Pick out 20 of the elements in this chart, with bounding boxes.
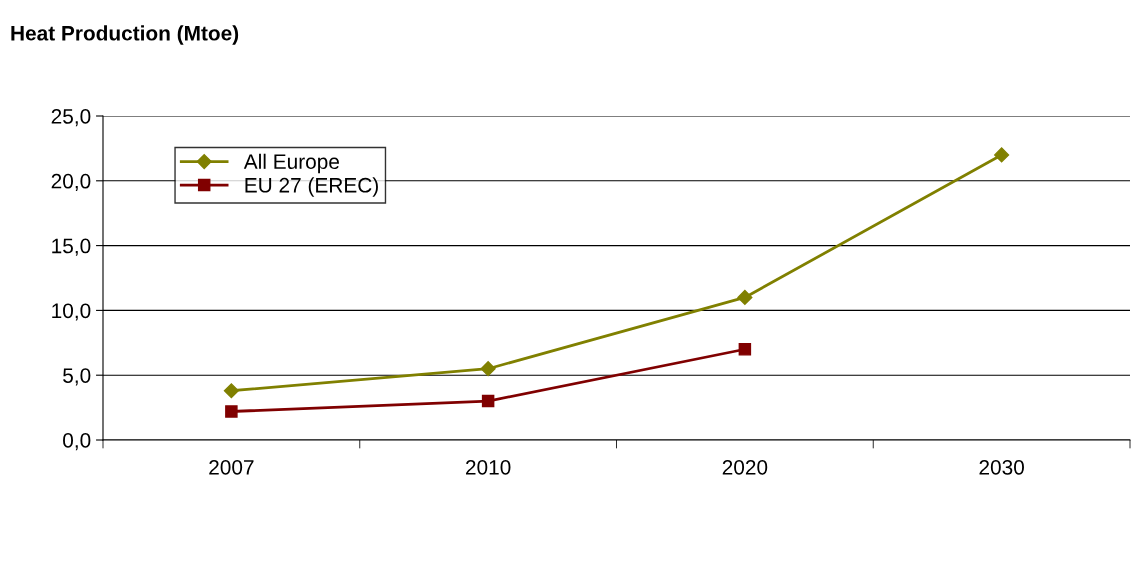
point [480,361,496,377]
y-tick-label: 0,0 [63,433,91,451]
point [994,147,1010,163]
legend-label: All Europe [243,153,339,174]
chart-title: Heat Production (Mtoe) [11,25,239,45]
point [225,405,238,418]
x-tick-label: 2030 [979,459,1024,475]
point [737,289,753,306]
x-tick-label: 2020 [722,459,768,475]
point [738,343,752,356]
y-tick-label: 20,0 [51,173,91,192]
y-tick-label: 25,0 [51,109,91,127]
y-tick-label: 5,0 [63,368,91,386]
x-tick-label: 2010 [466,459,511,475]
y-tick-label: 15,0 [52,238,91,256]
point [481,394,495,408]
y-tick-label: 10,0 [52,303,91,321]
x-tick-label: 2007 [209,459,254,475]
legend-label: EU 27 (EREC) [245,177,378,197]
point [223,383,239,399]
